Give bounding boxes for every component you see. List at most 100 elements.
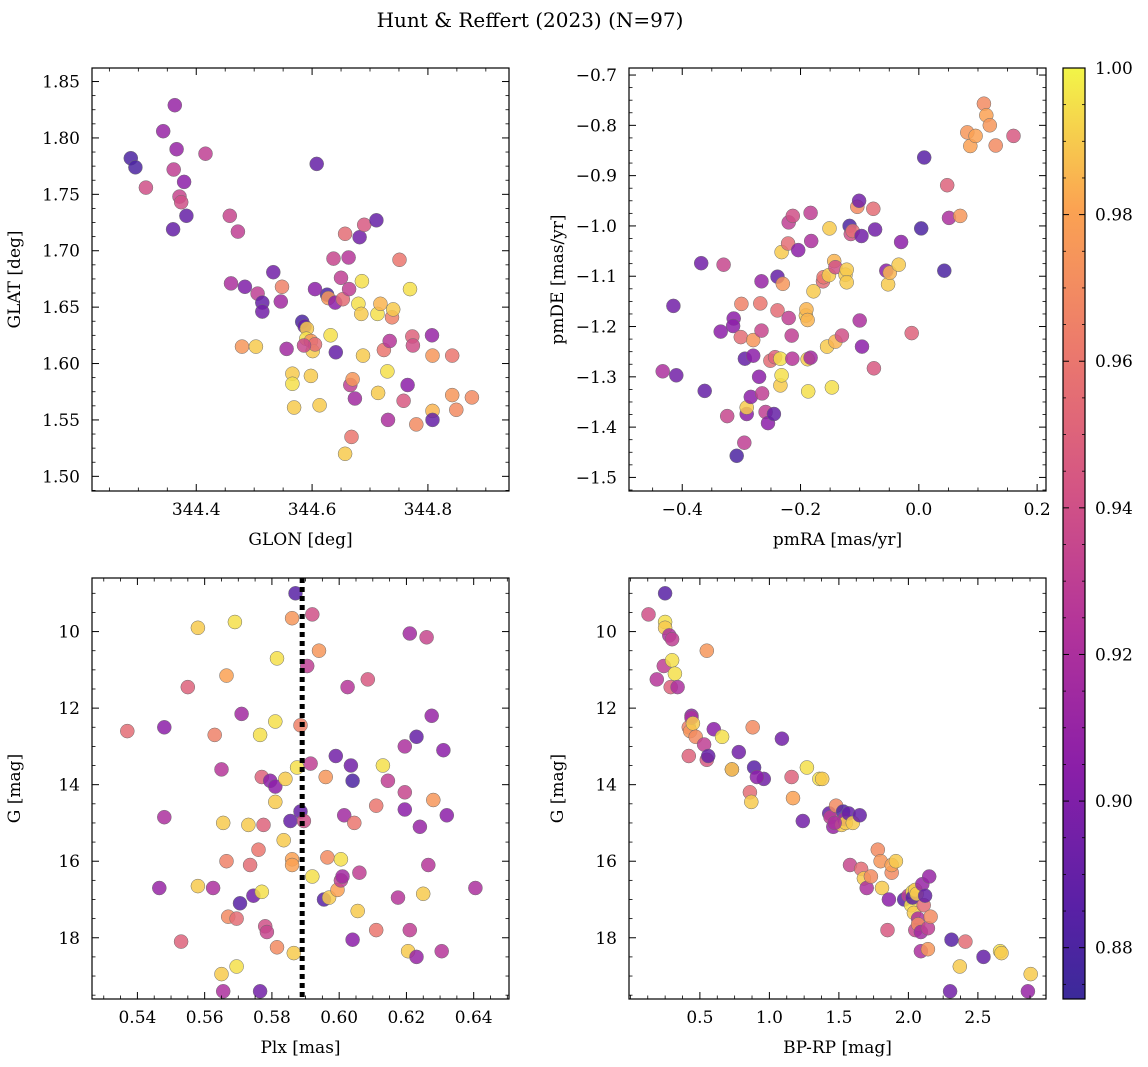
data-point xyxy=(296,338,312,353)
data-point xyxy=(952,208,968,224)
data-point xyxy=(693,255,709,271)
data-point xyxy=(385,302,401,317)
data-point xyxy=(397,802,413,817)
data-point xyxy=(867,222,883,237)
data-point xyxy=(916,150,932,165)
colorbar-gradient xyxy=(1063,68,1085,999)
axes-frame xyxy=(91,577,510,1000)
x-tick-label: 344.6 xyxy=(288,500,337,520)
x-tick-label: 0.64 xyxy=(455,1008,493,1028)
data-point xyxy=(223,276,239,291)
y-tick-label: 18 xyxy=(595,929,617,949)
data-point xyxy=(214,966,229,982)
data-point xyxy=(215,984,231,999)
y-tick-label: −1.3 xyxy=(576,368,617,388)
figure-title: Hunt & Reffert (2023) (N=97) xyxy=(377,8,684,32)
data-point xyxy=(424,708,439,724)
x-tick-label: 1.0 xyxy=(756,1008,783,1028)
data-point xyxy=(347,391,363,406)
data-point xyxy=(279,341,294,357)
y-axis-label: G [mag] xyxy=(5,754,25,823)
x-axis-label: pmRA [mas/yr] xyxy=(773,530,902,550)
data-point xyxy=(176,174,192,190)
data-point xyxy=(891,257,906,272)
data-point xyxy=(169,141,184,157)
data-point xyxy=(669,368,684,383)
data-point xyxy=(252,727,268,743)
data-point xyxy=(309,156,324,172)
data-point xyxy=(268,714,283,729)
data-point xyxy=(733,329,749,345)
data-point xyxy=(157,720,172,735)
data-point xyxy=(157,809,172,825)
colorbar: 0.88 0.90 0.92 0.94 0.96 0.98 1.00 xyxy=(1062,59,1133,1000)
data-point xyxy=(360,672,376,687)
y-tick-label: 1.55 xyxy=(42,411,80,431)
data-point xyxy=(215,815,231,831)
y-tick-label: 1.75 xyxy=(42,185,80,205)
data-point xyxy=(230,224,246,239)
data-point xyxy=(173,934,189,949)
data-point xyxy=(373,296,388,312)
data-point xyxy=(400,377,415,393)
data-point xyxy=(754,323,769,338)
data-point xyxy=(241,817,256,833)
data-point xyxy=(397,785,413,800)
data-point xyxy=(754,386,770,401)
data-point xyxy=(380,412,396,428)
colorbar-frame xyxy=(1062,67,1086,1000)
colorbar-tick-label: 0.94 xyxy=(1095,499,1133,519)
data-point xyxy=(251,842,266,857)
data-point xyxy=(766,406,782,422)
data-point xyxy=(468,880,483,896)
data-point xyxy=(396,393,411,409)
data-point xyxy=(312,398,327,413)
data-point xyxy=(337,446,353,462)
data-point xyxy=(952,959,968,974)
data-point xyxy=(770,303,785,318)
data-point xyxy=(976,949,991,965)
data-point xyxy=(785,790,801,806)
y-tick-label: −1.4 xyxy=(576,418,617,438)
data-point xyxy=(425,348,440,363)
data-point xyxy=(839,275,854,290)
data-point xyxy=(392,252,407,268)
y-tick-label: 18 xyxy=(58,929,80,949)
y-tick-label: 1.65 xyxy=(42,298,80,318)
data-point xyxy=(784,769,799,785)
data-point xyxy=(347,815,362,831)
data-point xyxy=(881,892,897,907)
data-point xyxy=(988,138,1003,153)
data-point xyxy=(806,284,821,299)
data-point xyxy=(352,865,367,880)
data-point xyxy=(269,940,285,955)
scatter-series xyxy=(655,96,1021,464)
data-point xyxy=(795,813,811,829)
data-point xyxy=(328,748,344,764)
data-point xyxy=(874,880,890,896)
data-point xyxy=(190,620,206,636)
panel-plx-g: 0.54 0.56 0.58 0.60 0.62 0.64 10 12 14 16 18 Plx [m… xyxy=(5,577,510,1058)
data-point xyxy=(415,886,431,902)
colorbar-tick-label: 0.96 xyxy=(1095,352,1133,372)
scatter-series xyxy=(641,586,1038,999)
data-point xyxy=(305,607,320,622)
data-point xyxy=(254,884,270,900)
data-point xyxy=(120,723,135,739)
data-point xyxy=(444,348,460,363)
data-point xyxy=(341,281,357,297)
x-tick-label: 0.62 xyxy=(388,1008,426,1028)
data-point xyxy=(222,208,238,224)
x-tick-label: 0.2 xyxy=(1024,500,1051,520)
data-point xyxy=(657,586,673,601)
data-point xyxy=(803,205,818,221)
data-point xyxy=(421,857,436,873)
data-point xyxy=(285,376,300,392)
data-point xyxy=(284,610,300,626)
data-point xyxy=(402,922,418,938)
data-point xyxy=(774,731,790,746)
y-tick-label: 14 xyxy=(58,776,80,796)
data-point xyxy=(375,758,391,773)
data-point xyxy=(939,177,955,193)
colorbar-tick-label: 0.88 xyxy=(1095,939,1133,959)
